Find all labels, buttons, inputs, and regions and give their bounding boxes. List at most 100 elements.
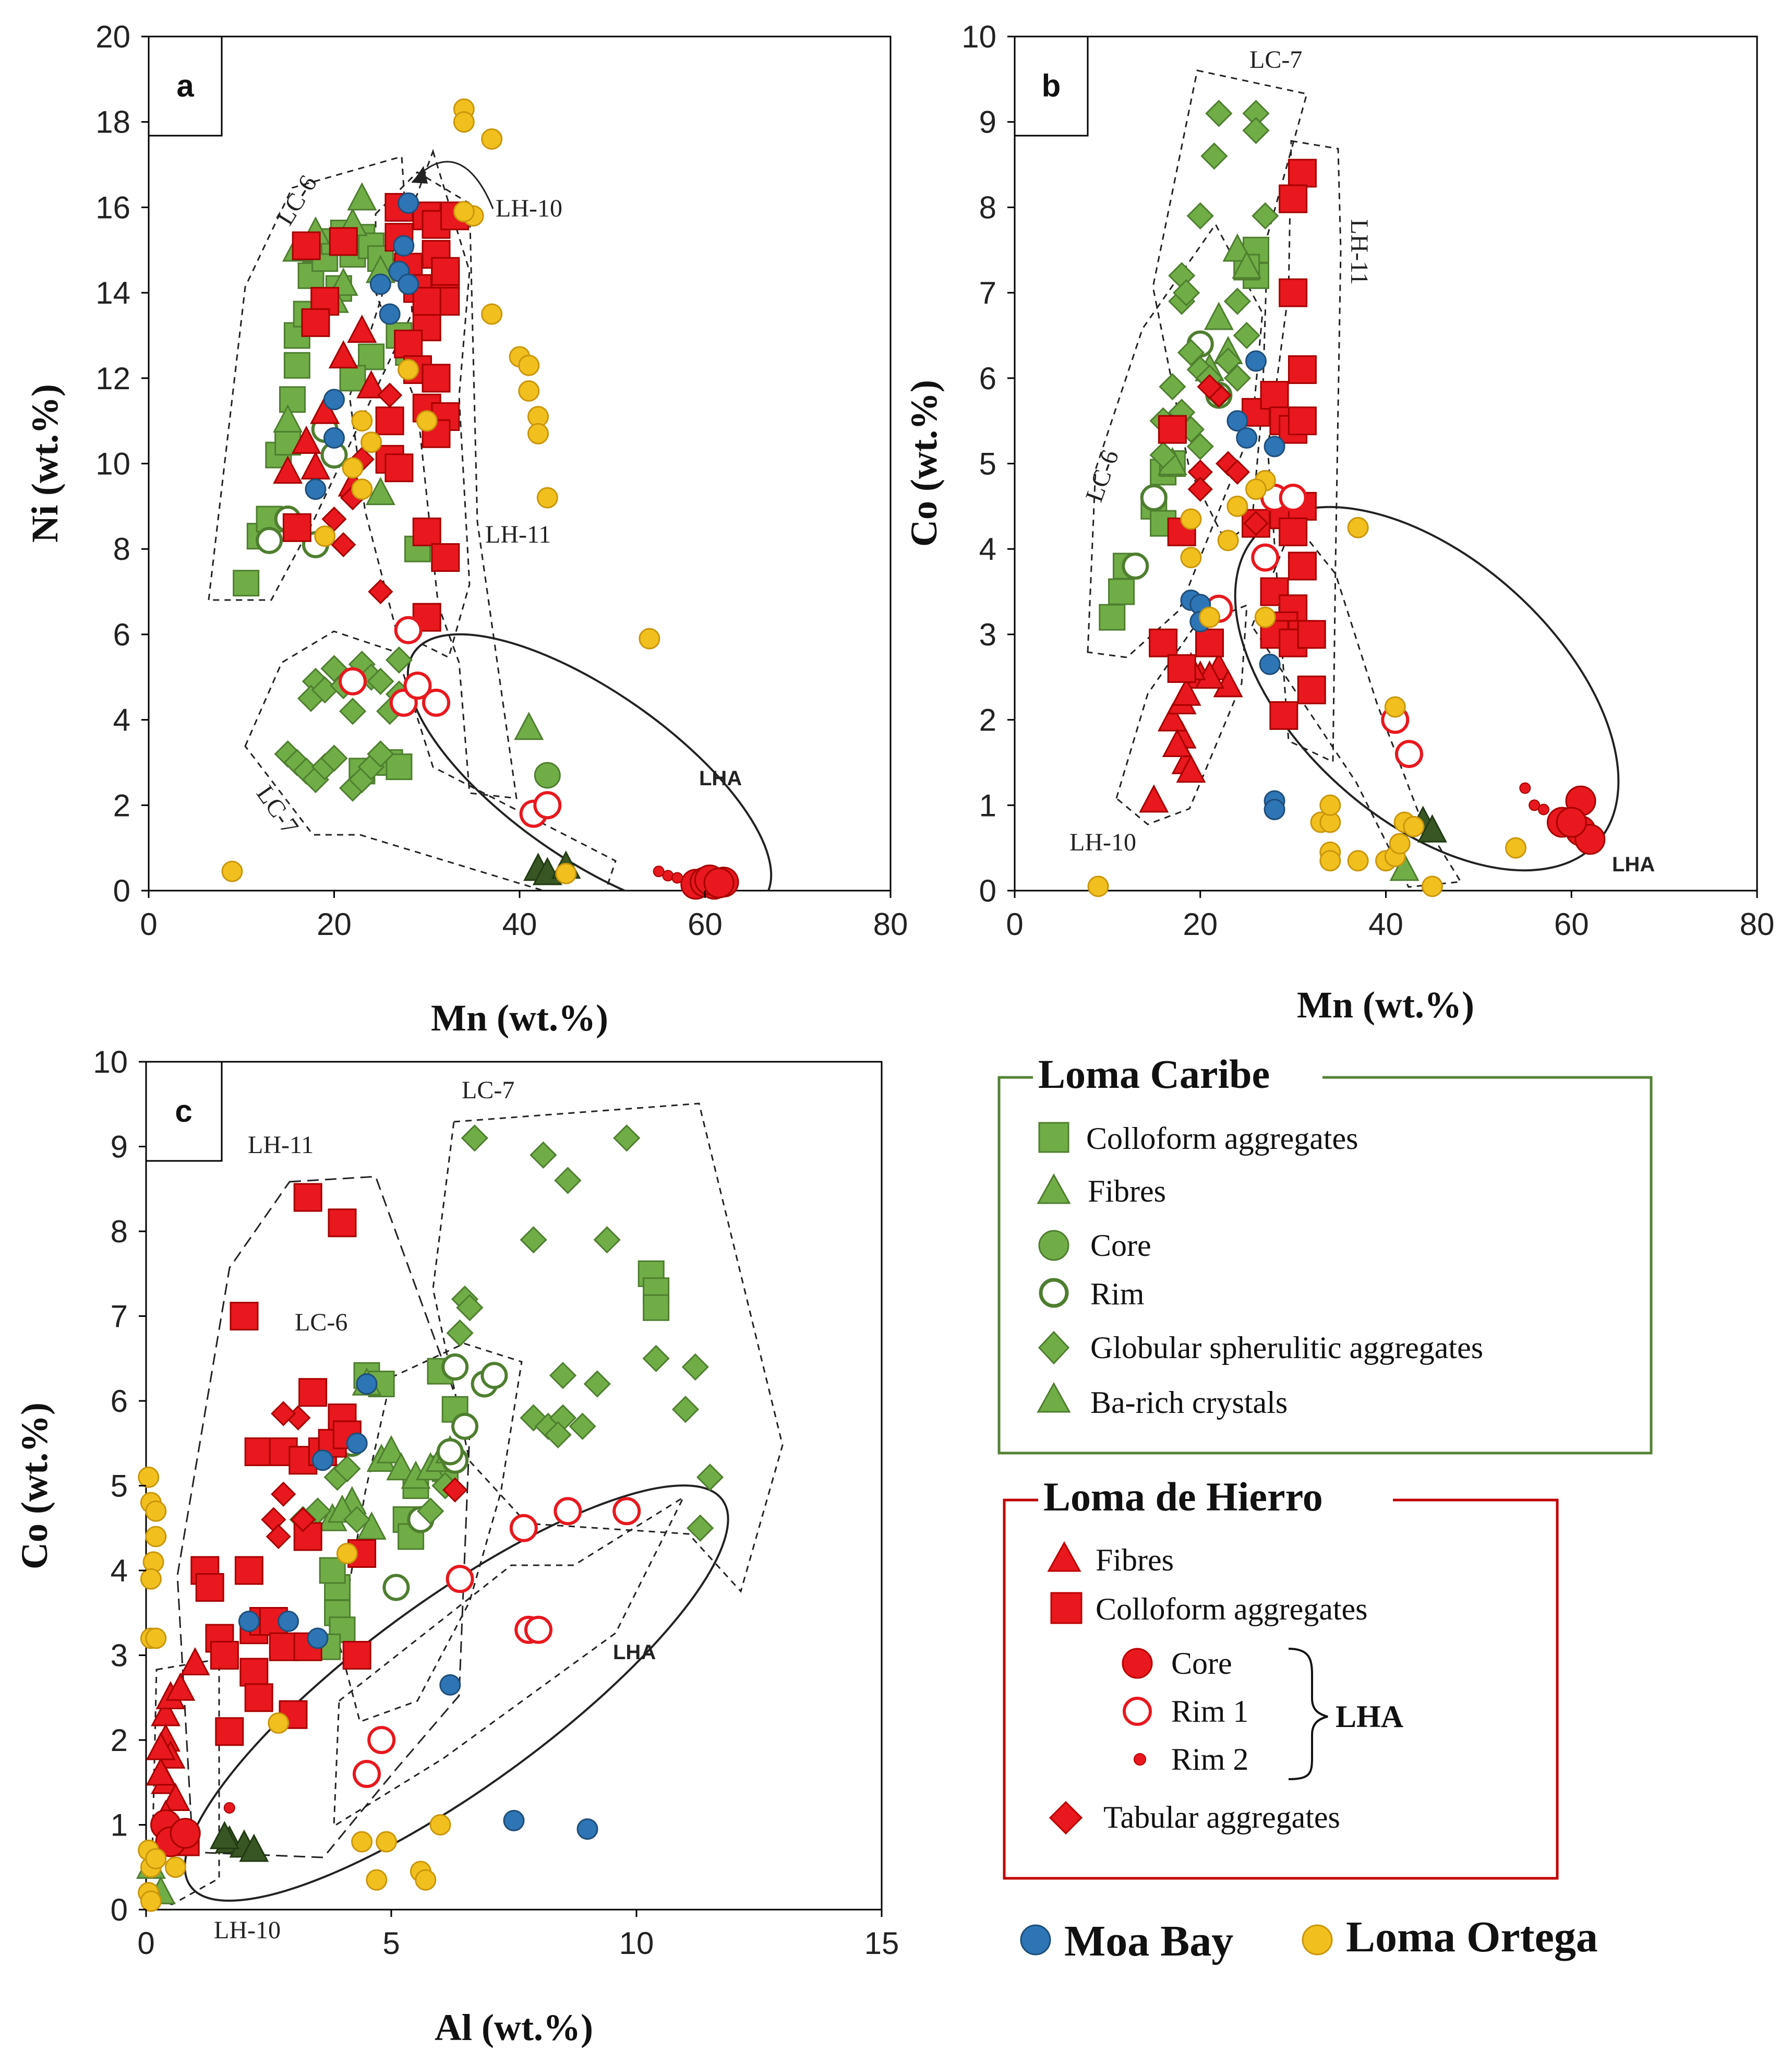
point-lh-colloform: [1279, 517, 1308, 546]
point-lc-rim: [1140, 484, 1168, 511]
point-ortega: [145, 1848, 167, 1869]
y-tick-label: 1: [979, 788, 996, 823]
point-moa: [238, 1611, 260, 1632]
point-lc-glob: [1172, 279, 1200, 307]
point-moa: [398, 192, 419, 214]
point-lh-fibres: [1157, 703, 1187, 731]
y-tick-label: 3: [111, 1638, 128, 1673]
x-axis-label-a: Mn (wt.%): [431, 997, 608, 1039]
label-lc7-b: LC-7: [1249, 46, 1302, 74]
point-ortega: [145, 1526, 167, 1548]
point-moa: [503, 1809, 525, 1831]
point-lh-colloform: [244, 1437, 273, 1466]
point-lc-glob: [461, 1124, 488, 1152]
point-lh-rim1: [524, 1615, 552, 1644]
point-lh-rim1: [612, 1497, 641, 1526]
legend-lh-fibres-marker: [1047, 1541, 1081, 1572]
point-lh-rim2: [223, 1802, 235, 1814]
point-lh-colloform: [239, 1658, 269, 1687]
legend-ortega-label: Loma Ortega: [1346, 1913, 1598, 1961]
point-ortega: [351, 1831, 373, 1853]
point-ortega: [140, 1890, 162, 1912]
point-lh-rim1: [394, 616, 423, 644]
y-tick-label: 12: [95, 361, 130, 396]
point-lc-fibres: [386, 1452, 416, 1481]
point-ortega: [481, 303, 503, 325]
point-lh-rim1: [1279, 483, 1307, 512]
y-tick-label: 0: [113, 873, 130, 908]
point-lh-fibres: [291, 425, 321, 454]
field-lc6-b: [1087, 223, 1264, 658]
point-lc-colloform: [386, 753, 413, 781]
point-lh-colloform: [269, 1632, 298, 1661]
point-lh-colloform: [195, 1573, 224, 1602]
point-lh-colloform: [329, 227, 358, 256]
label-lc7-c: LC-7: [462, 1076, 514, 1104]
point-lc-glob: [385, 646, 413, 674]
point-lc-glob: [1205, 100, 1233, 127]
point-lc-glob: [343, 1506, 371, 1533]
point-ortega: [140, 1568, 162, 1590]
point-lh-colloform: [244, 1683, 273, 1712]
point-ortega: [1180, 508, 1202, 530]
point-lh-colloform: [412, 313, 441, 342]
point-moa: [1236, 427, 1258, 449]
legend-lc-fibres-marker: [1037, 1173, 1071, 1204]
point-lc-rim: [436, 1438, 464, 1466]
legend-lc-core-label: Core: [1090, 1228, 1151, 1263]
point-moa: [1259, 653, 1281, 675]
point-ortega: [145, 1627, 167, 1649]
point-lc-glob: [1177, 339, 1205, 366]
point-lh-rim1: [1251, 543, 1280, 572]
point-ortega: [314, 525, 336, 547]
point-moa: [398, 273, 419, 295]
x-tick-label: 0: [137, 1926, 154, 1961]
point-lc-fibres: [356, 1511, 387, 1540]
point-moa: [369, 273, 391, 295]
point-ortega: [536, 487, 558, 509]
panel-b-points: [1087, 100, 1606, 897]
point-moa: [278, 1611, 299, 1632]
x-tick-label: 40: [1368, 907, 1403, 942]
point-moa: [346, 1432, 368, 1454]
y-tick-label: 4: [979, 532, 996, 567]
x-axis-label-c: Al (wt.%): [435, 2007, 593, 2048]
point-lc-glob: [1149, 441, 1177, 469]
point-lh-rim1: [509, 1514, 538, 1542]
point-ortega: [1254, 606, 1276, 628]
point-ortega: [138, 1466, 160, 1488]
point-lh-fibres: [328, 340, 358, 369]
x-tick-label: 60: [1554, 907, 1589, 942]
y-tick-label: 7: [111, 1299, 128, 1334]
point-ortega: [1347, 517, 1369, 538]
point-lc-barich: [209, 1821, 239, 1850]
legend-lc-fibres-label: Fibres: [1088, 1174, 1166, 1208]
point-lh-colloform: [298, 1378, 328, 1407]
point-lh-core: [1556, 807, 1587, 838]
point-lc-glob: [544, 1421, 572, 1449]
field-lha-a: [406, 633, 773, 891]
x-tick-label: 60: [688, 907, 723, 942]
x-tick-label: 40: [502, 907, 537, 942]
point-lh-rim2: [1537, 803, 1549, 815]
point-ortega: [1319, 794, 1341, 816]
panel-c-letter-box: [145, 1061, 223, 1162]
legend-lh-title: Loma de Hierro: [1043, 1474, 1323, 1519]
point-moa: [1264, 436, 1285, 458]
point-lc-glob: [1186, 433, 1214, 460]
legend-lh-core-label: Core: [1171, 1646, 1232, 1681]
point-lc-rim: [256, 526, 283, 554]
panel-c-ticks: 0 5 10 15 0 1 2 3 4 5 6 7 8 9 10: [93, 1045, 899, 1961]
point-lh-rim1: [367, 1726, 396, 1754]
y-tick-label: 8: [113, 532, 130, 567]
point-ortega: [1389, 833, 1411, 855]
x-tick-label: 15: [864, 1926, 899, 1961]
legend-lha-group-label: LHA: [1336, 1699, 1403, 1734]
y-tick-label: 2: [113, 788, 130, 823]
point-lh-fibres: [356, 370, 387, 399]
legend-loma-caribe: Loma Caribe Colloform aggregates Fibres …: [997, 1049, 1653, 1455]
point-moa: [379, 303, 401, 325]
point-lh-colloform: [1269, 701, 1298, 730]
y-tick-label: 6: [979, 361, 996, 396]
